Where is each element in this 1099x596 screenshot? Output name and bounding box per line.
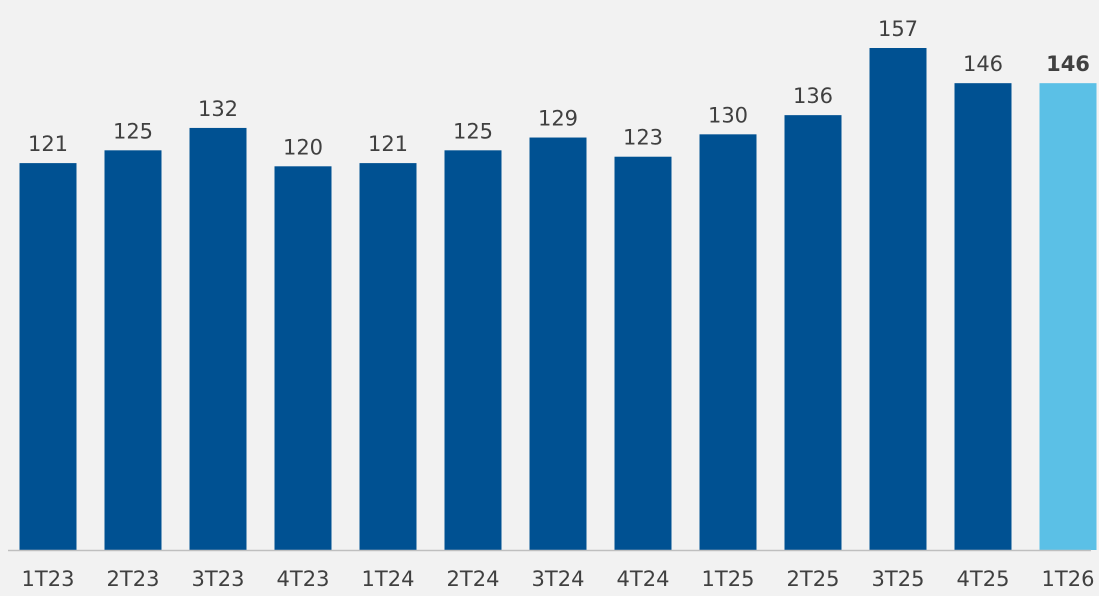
value-labels-group: 121 125 132 120 121 125 129 123 130 136 157 146 146 <box>28 17 1090 159</box>
value-label-1T23: 121 <box>28 132 68 156</box>
value-label-3T24: 129 <box>538 107 578 131</box>
value-label-4T25: 146 <box>963 52 1003 76</box>
bar-4T24 <box>614 156 672 550</box>
bar-2T23 <box>104 150 162 550</box>
x-tick-label-3T23: 3T23 <box>192 567 245 591</box>
bar-3T23 <box>189 127 247 550</box>
bar-4T25 <box>954 83 1012 551</box>
bar-1T24 <box>359 163 417 550</box>
bar-1T25 <box>699 134 757 550</box>
bar-2T24 <box>444 150 502 550</box>
x-tick-label-3T25: 3T25 <box>872 567 925 591</box>
value-label-3T25: 157 <box>878 17 918 41</box>
x-tick-label-2T25: 2T25 <box>787 567 840 591</box>
x-tick-label-4T24: 4T24 <box>617 567 670 591</box>
bar-3T25 <box>869 48 927 550</box>
x-tick-label-4T25: 4T25 <box>957 567 1010 591</box>
bars-group <box>19 48 1097 551</box>
value-label-4T23: 120 <box>283 135 323 159</box>
x-tick-label-3T24: 3T24 <box>532 567 585 591</box>
x-tick-label-1T24: 1T24 <box>362 567 415 591</box>
x-tick-label-4T23: 4T23 <box>277 567 330 591</box>
value-label-1T25: 130 <box>708 103 748 127</box>
value-label-2T25: 136 <box>793 84 833 108</box>
bar-3T24 <box>529 137 587 550</box>
bar-2T25 <box>784 115 842 551</box>
tick-labels-group: 1T23 2T23 3T23 4T23 1T24 2T24 3T24 4T24 1T25 2T25… <box>22 567 1095 591</box>
value-label-2T23: 125 <box>113 119 153 143</box>
value-label-3T23: 132 <box>198 97 238 121</box>
x-tick-label-1T26: 1T26 <box>1042 567 1095 591</box>
x-tick-label-2T23: 2T23 <box>107 567 160 591</box>
x-tick-label-1T25: 1T25 <box>702 567 755 591</box>
x-tick-label-1T23: 1T23 <box>22 567 75 591</box>
value-label-1T24: 121 <box>368 132 408 156</box>
value-label-1T26: 146 <box>1046 52 1090 76</box>
bar-4T23 <box>274 166 332 550</box>
x-tick-label-2T24: 2T24 <box>447 567 500 591</box>
bar-1T23 <box>19 163 77 550</box>
value-label-2T24: 125 <box>453 119 493 143</box>
bar-1T26 <box>1039 83 1097 551</box>
value-label-4T24: 123 <box>623 126 663 150</box>
